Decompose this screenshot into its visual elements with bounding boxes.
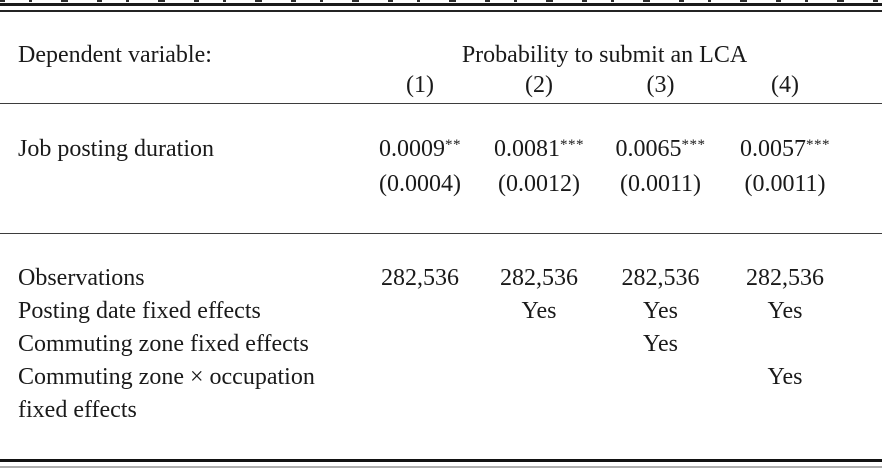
se-cell-2: (0.0012): [498, 171, 580, 197]
stat-value: [361, 328, 479, 361]
significance-stars: ***: [806, 136, 830, 153]
coef-cell-3: 0.0065***: [599, 132, 722, 167]
stat-value: [361, 295, 479, 328]
header-rule: [0, 103, 882, 105]
stat-value: [479, 394, 599, 427]
spacer-cell: [0, 70, 361, 100]
dependent-variable-name: Probability to submit an LCA: [461, 42, 748, 68]
stat-value: 282,536: [746, 265, 824, 291]
spacer-cell: [0, 167, 361, 202]
dependent-variable-label: Dependent variable:: [18, 42, 212, 68]
stat-value: Yes: [767, 364, 803, 390]
row-label-posting-date-fe: Posting date fixed effects: [18, 298, 261, 324]
se-cell-1: (0.0004): [379, 171, 461, 197]
row-label-observations: Observations: [18, 265, 145, 291]
stat-value: 282,536: [500, 265, 578, 291]
significance-stars: **: [445, 136, 461, 153]
coefficient-section: Job posting duration 0.0009** 0.0081*** …: [0, 132, 882, 202]
coef-cell-4: 0.0057***: [722, 132, 848, 167]
coef-value: 0.0081: [494, 136, 560, 162]
row-label-job-posting-duration: Job posting duration: [18, 136, 214, 162]
stat-value: [722, 394, 848, 427]
coef-cell-2: 0.0081***: [479, 132, 599, 167]
stat-value: 282,536: [381, 265, 459, 291]
top-rule-thick: [0, 3, 882, 6]
stat-value: [361, 394, 479, 427]
row-label-commuting-zone-fe: Commuting zone fixed effects: [18, 331, 309, 357]
stat-value: Yes: [767, 298, 803, 324]
se-cell-4: (0.0011): [744, 171, 826, 197]
bottom-rule-thick: [0, 459, 882, 462]
stats-section: Observations 282,536 282,536 282,536 282…: [0, 262, 882, 427]
stat-value: [479, 361, 599, 394]
stat-value: Yes: [521, 298, 557, 324]
stat-value: 282,536: [621, 265, 700, 291]
bottom-rule-gray: [0, 465, 882, 468]
stat-value: [722, 328, 848, 361]
coef-value: 0.0057: [740, 136, 806, 162]
stat-value: Yes: [643, 298, 678, 324]
cropped-text-fragments: [0, 0, 882, 2]
stat-value: [599, 361, 722, 394]
column-header-4: (4): [771, 72, 799, 98]
column-header-1: (1): [406, 72, 434, 98]
row-label-commuting-zone-occupation-fe: Commuting zone × occupation: [18, 364, 315, 390]
table-header: Dependent variable: Probability to submi…: [0, 40, 882, 100]
column-header-3: (3): [646, 72, 675, 98]
stat-value: [479, 328, 599, 361]
significance-stars: ***: [560, 136, 584, 153]
coef-cell-1: 0.0009**: [361, 132, 479, 167]
column-header-2: (2): [525, 72, 553, 98]
significance-stars: ***: [681, 136, 706, 153]
stat-value: Yes: [643, 331, 678, 357]
mid-rule: [0, 233, 882, 235]
stat-value: [599, 394, 722, 427]
row-label-fixed-effects-continuation: fixed effects: [18, 397, 137, 423]
top-rule-thin: [0, 10, 882, 12]
stat-value: [361, 361, 479, 394]
coef-value: 0.0065: [615, 136, 682, 162]
coef-value: 0.0009: [379, 136, 445, 162]
se-cell-3: (0.0011): [619, 171, 702, 197]
